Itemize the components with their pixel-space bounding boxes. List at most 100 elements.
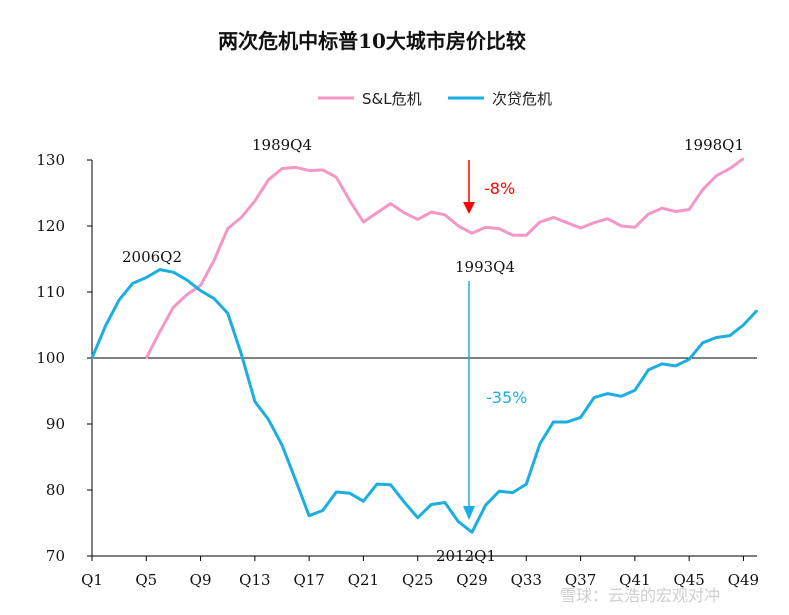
subprime-data-point — [159, 268, 161, 271]
subprime-data-point — [335, 491, 338, 493]
legend-label-subprime: 次贷危机 — [492, 90, 552, 108]
subprime-data-point — [226, 312, 229, 314]
y-tick-label: 120 — [36, 217, 65, 235]
sl-data-point — [416, 218, 419, 221]
subprime-data-point — [294, 479, 297, 481]
subprime-data-point — [593, 396, 595, 399]
subprime-data-point — [525, 483, 528, 485]
y-tick-label: 70 — [46, 547, 65, 565]
subprime-data-point — [634, 389, 636, 392]
sl-data-point — [172, 306, 175, 309]
sl-data-point — [267, 179, 270, 181]
sl-data-point — [539, 221, 541, 223]
label-1989q4: 1989Q4 — [252, 136, 312, 154]
sl-data-point — [742, 157, 745, 160]
sl-data-point — [362, 221, 365, 223]
x-tick-label: Q13 — [239, 571, 270, 589]
subprime-data-point — [321, 509, 324, 512]
sl-data-point — [457, 225, 460, 227]
label-2006q2: 2006Q2 — [122, 248, 182, 266]
sl-data-point — [715, 175, 718, 177]
sl-data-point — [444, 214, 446, 216]
sl-data-point — [254, 200, 256, 202]
sl-drop-arrow — [463, 160, 475, 214]
legend-label-sl: S&L危机 — [362, 90, 422, 108]
subprime-data-point — [254, 400, 256, 403]
subprime-data-point — [362, 500, 365, 503]
subprime-data-point — [620, 395, 623, 398]
sl-data-point — [688, 208, 690, 211]
x-tick-label: Q25 — [402, 571, 433, 589]
subprime-data-point — [430, 503, 433, 506]
x-tick-label: Q17 — [293, 571, 324, 589]
sl-data-point — [634, 226, 636, 229]
sl-data-point — [226, 227, 229, 230]
subprime-data-point — [131, 282, 134, 285]
subprime-data-point — [91, 357, 93, 359]
sl-data-point — [389, 202, 392, 205]
subprime-data-point — [674, 365, 677, 367]
subprime-data-point — [457, 520, 460, 523]
subprime-data-point — [539, 443, 541, 445]
subprime-data-point — [498, 490, 500, 493]
subprime-data-point — [172, 271, 175, 274]
sl-data-point — [430, 211, 433, 213]
subprime-data-point — [661, 363, 663, 365]
x-tick-label: Q49 — [728, 571, 759, 589]
sl-data-point — [484, 226, 487, 229]
subprime-drop-label: -35% — [486, 388, 527, 407]
subprime-data-point — [701, 342, 704, 344]
subprime-data-point — [308, 514, 310, 517]
subprime-drop-arrowhead — [463, 506, 475, 520]
subprime-data-point — [688, 358, 690, 361]
y-tick-label: 90 — [46, 415, 65, 433]
subprime-data-point — [118, 299, 120, 301]
series-line-sl — [144, 157, 745, 359]
sl-data-point — [199, 284, 202, 287]
subprime-data-point — [552, 421, 555, 423]
subprime-drop-arrow — [463, 281, 475, 520]
subprime-data-point — [267, 418, 270, 421]
sl-data-point — [159, 330, 161, 333]
sl-data-point — [579, 227, 582, 229]
sl-data-point — [729, 167, 731, 170]
subprime-data-point — [213, 297, 215, 300]
subprime-data-point — [349, 492, 351, 495]
label-2012q1: 2012Q1 — [436, 547, 496, 565]
sl-data-point — [213, 259, 215, 262]
label-1998q1: 1998Q1 — [684, 136, 744, 154]
sl-data-point — [335, 176, 338, 178]
x-tick-label: Q33 — [511, 571, 542, 589]
sl-data-point — [186, 293, 188, 296]
sl-data-point — [240, 216, 243, 219]
x-tick-label: Q21 — [348, 571, 379, 589]
subprime-data-point — [566, 421, 568, 423]
series-layer — [90, 157, 759, 534]
label-1993q4: 1993Q4 — [455, 258, 515, 276]
subprime-data-point — [376, 483, 378, 485]
sl-data-point — [674, 210, 677, 213]
sl-data-point — [376, 212, 378, 214]
chart-title: 两次危机中标普10大城市房价比较 — [218, 29, 526, 53]
y-tick-label: 110 — [36, 283, 65, 301]
y-tick-label: 80 — [46, 481, 65, 499]
sl-data-point — [471, 232, 473, 235]
y-tick-label: 100 — [36, 349, 65, 367]
sl-data-point — [294, 166, 297, 169]
sl-drop-label: -8% — [484, 179, 515, 198]
watermark: 雪球：云浩的宏观对冲 — [560, 586, 720, 605]
sl-data-point — [647, 213, 650, 215]
sl-data-point — [321, 169, 324, 171]
subprime-data-point — [104, 324, 107, 327]
x-tick-label: Q37 — [565, 571, 596, 589]
subprime-data-point — [416, 516, 419, 519]
subprime-data-point — [756, 309, 758, 312]
subprime-data-point — [199, 289, 202, 292]
sl-data-point — [281, 167, 283, 170]
y-tick-label: 130 — [36, 151, 65, 169]
subprime-data-point — [606, 392, 609, 395]
subprime-data-point — [145, 276, 148, 279]
sl-data-point — [552, 216, 555, 219]
subprime-data-point — [389, 483, 392, 486]
